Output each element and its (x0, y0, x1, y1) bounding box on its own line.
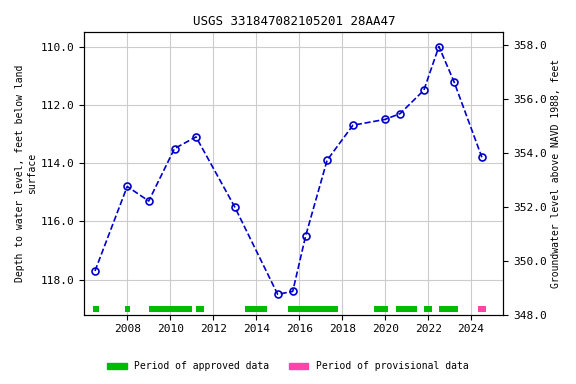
Y-axis label: Depth to water level, feet below land
surface: Depth to water level, feet below land su… (15, 65, 37, 282)
Bar (396, 306, 418, 312)
Bar (125, 306, 130, 312)
Title: USGS 331847082105201 28AA47: USGS 331847082105201 28AA47 (192, 15, 395, 28)
Bar (149, 306, 192, 312)
Bar (374, 306, 388, 312)
Bar (93, 306, 99, 312)
Bar (424, 306, 433, 312)
Y-axis label: Groundwater level above NAVD 1988, feet: Groundwater level above NAVD 1988, feet (551, 59, 561, 288)
Legend: Period of approved data, Period of provisional data: Period of approved data, Period of provi… (103, 358, 473, 375)
Bar (245, 306, 267, 312)
Bar (289, 306, 338, 312)
Bar (478, 306, 486, 312)
Bar (439, 306, 458, 312)
Bar (196, 306, 203, 312)
